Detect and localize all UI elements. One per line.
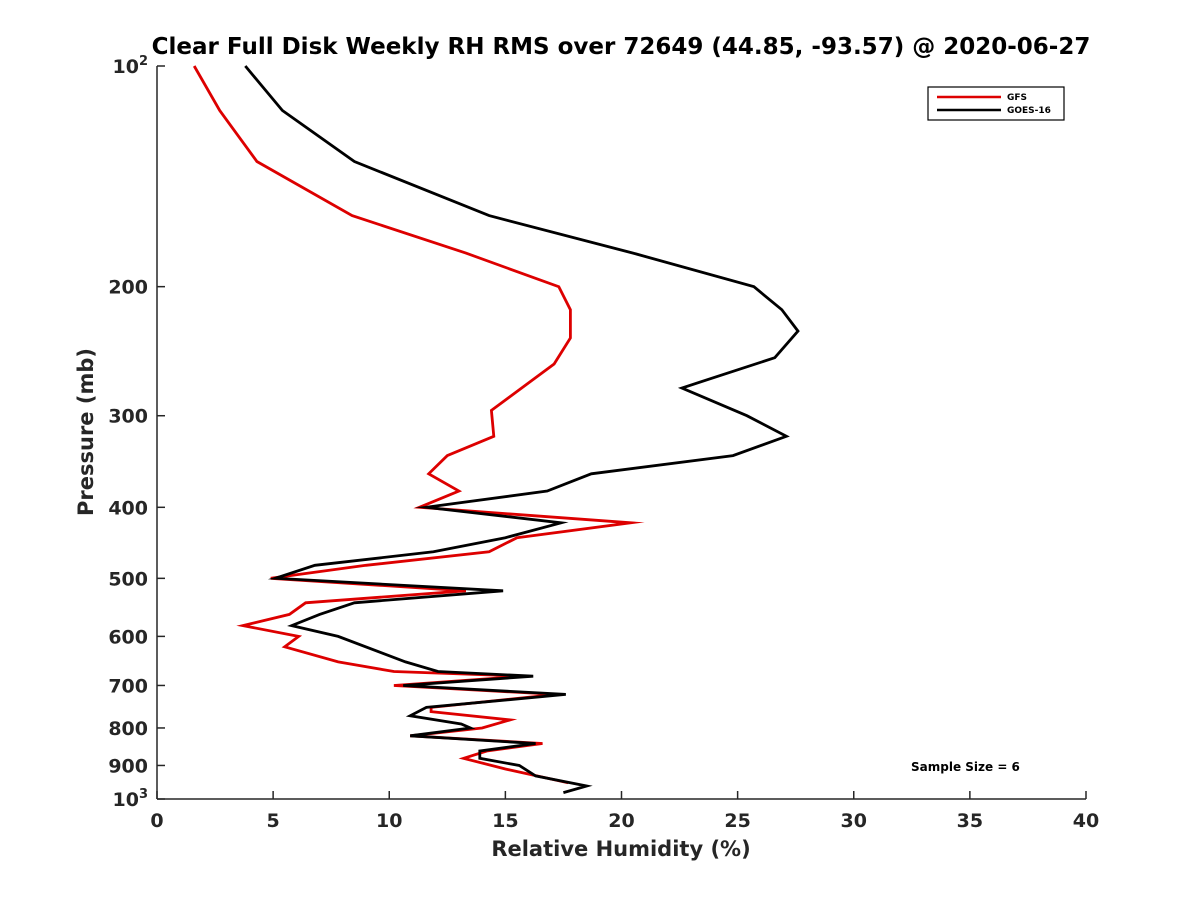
y-axis-label: Pressure (mb)	[74, 348, 98, 516]
y-tick-label: 500	[108, 568, 148, 590]
y-tick-label: 103	[113, 787, 149, 811]
x-axis-ticks: 0 5 10 15 20 25 30 35 40	[150, 791, 1099, 832]
series-lines	[192, 65, 800, 794]
y-tick-label: 900	[108, 755, 148, 777]
y-tick-exponent: 2	[139, 54, 148, 69]
y-tick-label: 400	[108, 497, 148, 519]
y-tick-label: 700	[108, 675, 148, 697]
y-tick-label: 800	[108, 718, 148, 740]
legend: GFS GOES-16	[927, 86, 1065, 121]
x-tick-label: 5	[267, 810, 280, 832]
chart-title: Clear Full Disk Weekly RH RMS over 72649…	[152, 34, 1091, 60]
legend-box	[927, 86, 1065, 121]
y-tick-base: 10	[113, 56, 139, 78]
series-line-goes-16	[244, 65, 800, 794]
y-tick-label: 102	[113, 54, 149, 78]
y-tick-exponent: 3	[139, 787, 148, 802]
y-tick-label: 600	[108, 626, 148, 648]
x-tick-label: 20	[608, 810, 634, 832]
plot-area: 0 5 10 15 20 25 30 35 40 10220030040050060070080…	[108, 54, 1099, 832]
x-tick-label: 30	[841, 810, 867, 832]
y-tick-label: 200	[108, 277, 148, 299]
series-line-gfs	[192, 65, 645, 785]
legend-label-goes16: GOES-16	[1007, 106, 1051, 116]
y-tick-label: 300	[108, 406, 148, 428]
x-tick-label: 40	[1073, 810, 1099, 832]
x-tick-label: 25	[724, 810, 750, 832]
x-tick-label: 15	[492, 810, 518, 832]
x-tick-label: 35	[957, 810, 983, 832]
y-tick-base: 10	[113, 789, 139, 811]
x-tick-label: 10	[376, 810, 402, 832]
x-axis-label: Relative Humidity (%)	[491, 837, 750, 861]
x-tick-label: 0	[150, 810, 163, 832]
sample-size-annotation: Sample Size = 6	[911, 760, 1020, 774]
legend-label-gfs: GFS	[1007, 93, 1027, 103]
